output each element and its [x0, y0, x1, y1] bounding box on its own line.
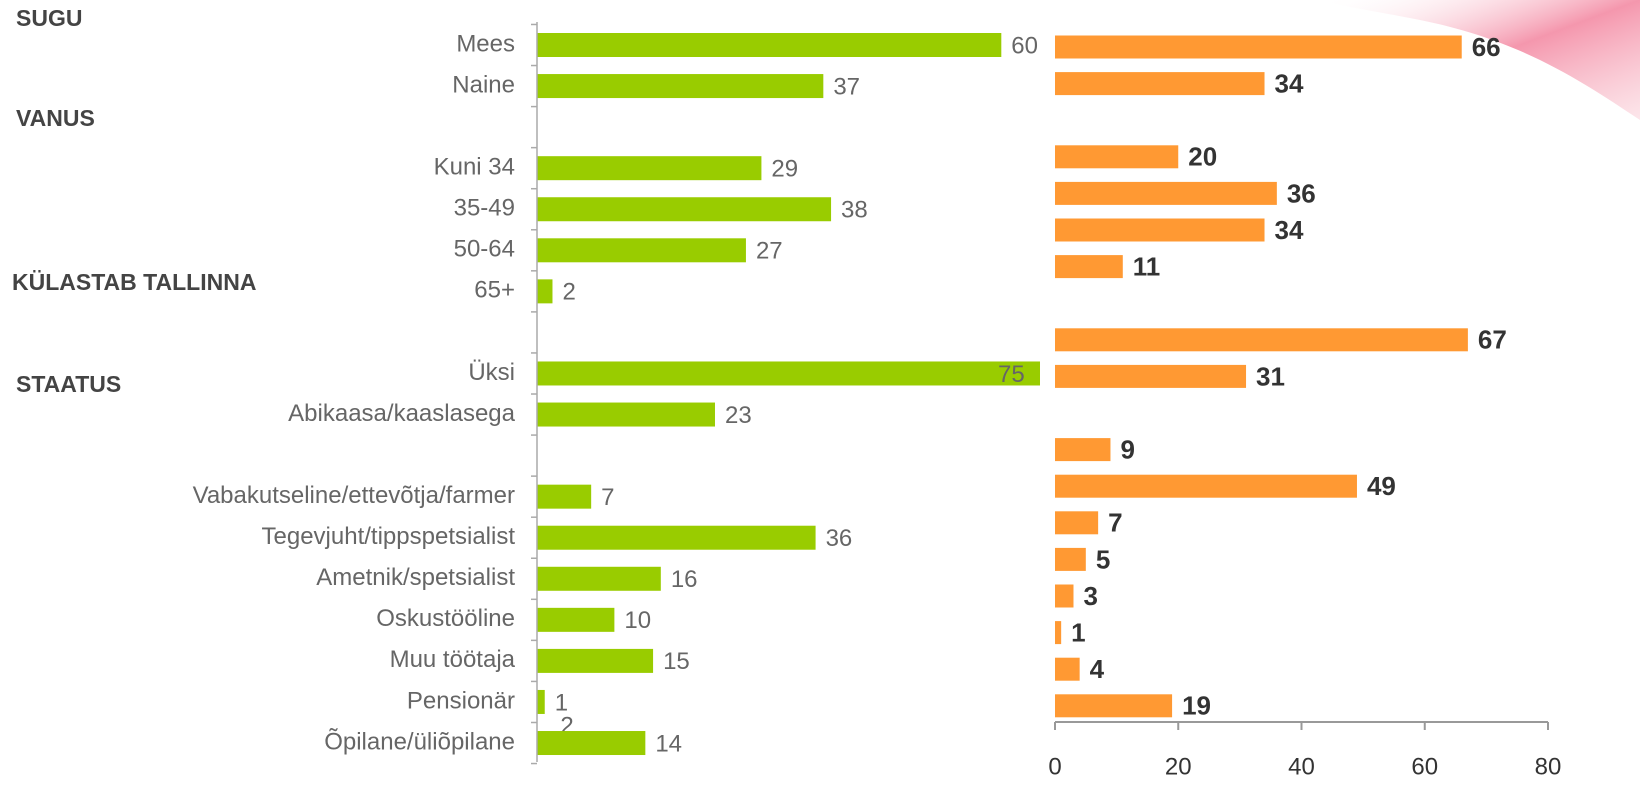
headings: SUGU VANUS KÜLASTAB TALLINNA STAATUS	[12, 5, 256, 397]
heading: VANUS	[16, 105, 95, 131]
value-label: 29	[771, 156, 798, 183]
category-label: Pensionär	[407, 687, 515, 714]
value-label: 34	[1275, 215, 1304, 245]
value-label: 4	[1090, 654, 1105, 684]
bar	[537, 361, 1040, 386]
value-label: 19	[1182, 691, 1211, 721]
bar	[1055, 35, 1462, 59]
x-tick-label: 60	[1411, 753, 1438, 780]
bar	[537, 648, 654, 673]
bar	[537, 566, 661, 591]
value-label: 20	[1188, 142, 1217, 172]
bar	[1055, 511, 1099, 535]
value-label: 31	[1256, 361, 1285, 391]
category-label: 35-49	[454, 195, 515, 222]
bars	[537, 33, 1040, 756]
category-label: Tegevjuht/tippspetsialist	[262, 523, 516, 550]
value-label: 37	[833, 73, 860, 100]
category-label: Vabakutseline/ettevõtja/farmer	[193, 482, 515, 509]
bar	[1055, 474, 1357, 498]
value-label: 23	[725, 402, 752, 429]
bar	[537, 279, 553, 304]
bar	[537, 33, 1002, 57]
value-label: 14	[655, 730, 682, 757]
bar	[1055, 218, 1265, 242]
bar	[537, 156, 762, 181]
heading: SUGU	[16, 5, 82, 31]
bar	[537, 525, 816, 550]
bar	[537, 731, 646, 756]
category-label: 50-64	[454, 236, 515, 263]
value-label: 49	[1367, 471, 1396, 501]
bar	[537, 607, 615, 632]
value-label: 75	[998, 361, 1025, 388]
value-label: 11	[1133, 251, 1161, 281]
value-label: 66	[1472, 32, 1501, 62]
category-label: Abikaasa/kaaslasega	[288, 400, 515, 427]
value-label: 60	[1011, 32, 1038, 59]
value-label: 67	[1478, 325, 1507, 355]
category-label: Muu töötaja	[390, 646, 516, 673]
value-label: 15	[663, 648, 690, 675]
value-label: 38	[841, 197, 868, 224]
value-label: 2	[562, 279, 575, 306]
bar	[1055, 255, 1123, 279]
bar	[537, 484, 592, 509]
category-label: Õpilane/üliõpilane	[324, 727, 515, 755]
decoration	[1320, 0, 1640, 120]
x-tick-label: 80	[1535, 753, 1562, 780]
category-label: Mees	[456, 30, 515, 57]
value-label: 36	[826, 525, 853, 552]
x-tick-label: 0	[1048, 753, 1061, 780]
value-label: 7	[601, 484, 614, 511]
bars	[1055, 35, 1468, 718]
bar	[1055, 364, 1247, 388]
category-label: Kuni 34	[434, 154, 515, 181]
x-tick-label: 40	[1288, 753, 1315, 780]
bar	[1055, 72, 1265, 96]
bar	[1055, 328, 1468, 352]
value-label: 36	[1287, 178, 1316, 208]
heading: KÜLASTAB TALLINNA	[12, 269, 256, 295]
value-label: 34	[1275, 68, 1304, 98]
bar	[537, 689, 545, 714]
category-label: Üksi	[468, 359, 515, 386]
value-label: 1	[555, 689, 568, 716]
bar	[1055, 547, 1086, 571]
value-label: 3	[1083, 581, 1097, 611]
bar	[1055, 694, 1173, 718]
value-label: 5	[1096, 544, 1110, 574]
bar	[1055, 438, 1111, 462]
value-label: 10	[624, 607, 651, 634]
value-label: 7	[1108, 508, 1122, 538]
value-label: 27	[756, 238, 783, 265]
bar	[537, 197, 832, 222]
value-label: 16	[671, 566, 698, 593]
bar	[1055, 181, 1277, 205]
bar	[537, 238, 746, 263]
heading: STAATUS	[16, 371, 121, 397]
bar	[537, 402, 715, 427]
x-tick-label: 20	[1165, 753, 1192, 780]
bar	[537, 74, 824, 99]
bar	[1055, 621, 1062, 645]
bar	[1055, 657, 1080, 681]
value-label: 1	[1071, 617, 1085, 647]
bar	[1055, 145, 1179, 169]
category-label: Oskustööline	[376, 605, 515, 632]
category-label: Ametnik/spetsialist	[316, 564, 515, 591]
category-label: Naine	[452, 71, 515, 98]
value-label: 9	[1120, 434, 1134, 464]
bar	[1055, 584, 1074, 608]
category-label: 65+	[474, 277, 515, 304]
